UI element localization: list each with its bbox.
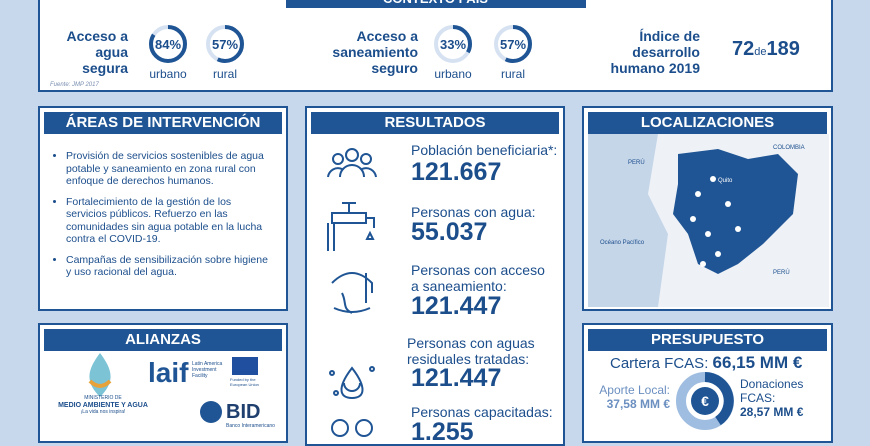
bid-logo: BID [226,401,261,423]
area-item: Campañas de sensibilización sobre higien… [66,254,272,279]
ministry-line: MINISTERIO DE [84,395,122,401]
areas-list: Provisión de servicios sostenibles de ag… [52,150,272,279]
result-icons [327,148,377,437]
ministry-logo [88,353,112,397]
ring-label: 33% [440,37,466,52]
result-value: 121.447 [411,292,502,320]
hdi-value: 72de189 [732,38,800,61]
ministry-text: MINISTERIO DE MEDIO AMBIENTE Y AGUA ¡La vi… [58,395,148,416]
result-label: Personas capacitadas: [411,404,553,420]
areas-title: ÁREAS DE INTERVENCIÓN [44,112,282,134]
area-item: Fortalecimiento de la gestión de los ser… [66,196,272,246]
portfolio: Cartera FCAS: 66,15 MM € [610,353,802,373]
budget-title: PRESUPUESTO [588,329,827,351]
ring-arc [149,25,187,63]
ministry-line: ¡La vida nos inspira! [80,409,126,415]
budget-donut: € [676,372,734,430]
laif-logo: laif [148,357,189,388]
portfolio-value: 66,15 MM € [712,353,803,372]
result-label: Personas con aguas residuales tratadas: [407,335,535,367]
portfolio-label: Cartera FCAS: [610,355,709,372]
map-label: PERÚ [773,269,790,276]
hdi-of: de [754,46,767,58]
hdi-total: 189 [766,38,800,60]
result-value: 121.447 [411,364,502,392]
result-label: Personas con acceso a saneamiento: [411,262,545,294]
laif-text: Latin America Investment Facility [192,361,223,379]
donation-value: 28,57 MM € [740,405,804,419]
areas-panel: ÁREAS DE INTERVENCIÓN Provisión de servi… [38,106,288,311]
ring-label: 84% [155,37,181,52]
map-label: Océano Pacífico [600,240,645,246]
result-value: 121.667 [411,158,502,186]
ring-arc [494,25,532,63]
ring: 57% [494,25,532,63]
bid-icon [200,401,222,423]
ring: 57% [206,25,244,63]
donation: Donaciones FCAS: 28,57 MM € [740,377,830,419]
ring-caption: rural [212,67,237,81]
local-label: Aporte Local: [599,383,670,397]
ring: 33% [434,25,472,63]
result-label: Personas con agua: [411,204,536,220]
map-label: COLOMBIA [773,145,805,151]
result-label: Población beneficiaria*: [411,142,558,158]
hdi-label: Índice de desarrollo humano 2019 [610,28,700,76]
map: PERÚ COLOMBIA Quito Océano Pacífico PERÚ [588,134,829,307]
locations-title: LOCALIZACIONES [588,112,827,134]
water-label: Acceso a agua segura [66,28,128,76]
ministry-line: MEDIO AMBIENTE Y AGUA [58,402,148,409]
eu-text: Funded by the European Union [230,377,259,387]
hdi-rank: 72 [732,38,755,60]
source: Fuente: JMP 2017 [50,82,99,88]
result-value: 55.037 [411,218,488,246]
donation-label: Donaciones FCAS: [740,377,804,405]
ring-arc [206,25,244,63]
map-label: Quito [718,178,733,184]
result-value: 1.255 [411,418,474,446]
local: Aporte Local: 37,58 MM € [590,383,670,411]
context-panel: CONTEXTO PAÍS [38,0,833,92]
ring-caption: urbano [434,67,472,81]
context-title: CONTEXTO PAÍS [285,0,586,8]
ring-label: 57% [212,37,238,52]
ring-label: 57% [500,37,526,52]
ring: 84% [149,25,187,63]
bid-text: Banco Interamericano [226,423,275,429]
area-item: Provisión de servicios sostenibles de ag… [66,150,272,188]
results-panel: RESULTADOS Población beneficiaria*: 121.… [305,106,565,446]
results-title: RESULTADOS [311,112,559,134]
euro-symbol: € [701,393,709,409]
ring-caption: rural [500,67,525,81]
ring-arc [434,25,472,63]
ring-caption: urbano [149,67,187,81]
alliances-title: ALIANZAS [44,329,282,351]
sanitation-label: Acceso a saneamiento seguro [332,28,418,76]
local-value: 37,58 MM € [606,397,670,411]
map-label: PERÚ [628,159,645,166]
eu-flag [232,357,258,375]
page: CONTEXTO PAÍS Acceso a agua segura 84% 5… [0,0,870,430]
locations-panel: LOCALIZACIONES PERÚ COLOMBIA Quito Océan… [582,106,833,311]
budget-panel: PRESUPUESTO Cartera FCAS: 66,15 MM € Apo… [582,323,833,443]
alliances-panel: ALIANZAS MINISTERIO DE MEDIO AMBIENTE Y A… [38,323,288,443]
